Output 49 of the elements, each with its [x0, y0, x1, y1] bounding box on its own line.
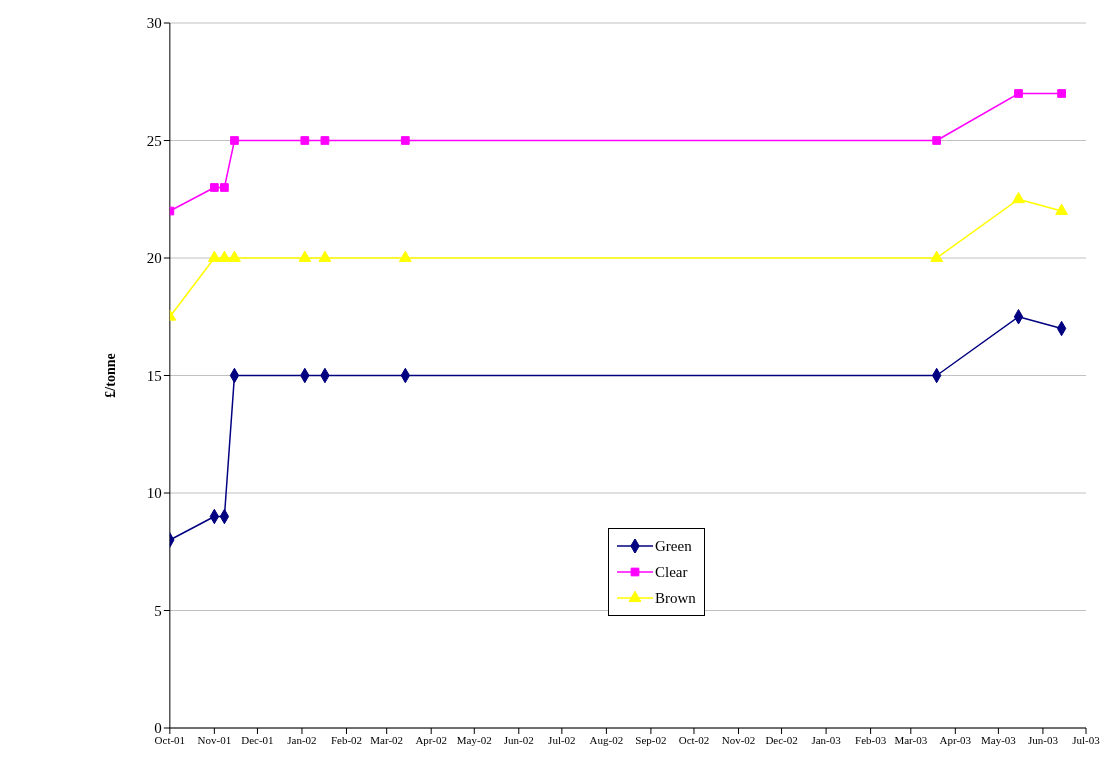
x-tick-label: Nov-01 — [197, 733, 232, 746]
x-tick-label: Jul-02 — [548, 733, 576, 746]
x-tick-label: Feb-02 — [330, 733, 363, 746]
point — [228, 250, 241, 262]
x-tick-label: Jun-02 — [503, 733, 534, 746]
point — [207, 250, 221, 262]
x-tick-label: May-03 — [980, 733, 1017, 746]
point — [318, 250, 332, 262]
point — [218, 250, 231, 262]
x-tick-label: Apr-02 — [415, 733, 447, 746]
y-tick-label: 15 — [146, 367, 162, 384]
x-tick-label: May-02 — [456, 733, 492, 746]
x-tick-label: Jan-03 — [811, 733, 842, 746]
point — [398, 250, 412, 262]
x-tick-label: Dec-01 — [241, 733, 274, 746]
point — [400, 136, 410, 145]
point — [320, 136, 330, 145]
legend-label: Green — [655, 537, 692, 555]
x-tick-label: Feb-03 — [855, 733, 887, 746]
point — [300, 136, 310, 145]
x-tick-label: Dec-02 — [765, 733, 798, 746]
point — [1057, 89, 1066, 98]
x-tick-label: Sep-02 — [635, 733, 667, 746]
y-tick-label: 30 — [146, 15, 162, 32]
x-tick-label: Apr-03 — [939, 733, 972, 746]
legend-label: Clear — [655, 563, 688, 581]
x-tick-label: Mar-03 — [894, 733, 928, 746]
y-axis-title: £/tonne — [102, 353, 118, 398]
point — [1012, 191, 1025, 204]
point — [1055, 203, 1068, 215]
y-tick-label: 10 — [146, 485, 162, 502]
x-tick-label: Aug-02 — [589, 733, 624, 746]
point — [220, 183, 229, 192]
point — [932, 136, 942, 145]
y-tick-label: 20 — [146, 250, 162, 267]
point — [209, 183, 219, 192]
point — [230, 136, 239, 145]
x-tick-label: Jun-03 — [1027, 733, 1059, 746]
x-tick-label: Jan-02 — [287, 733, 317, 746]
point — [298, 250, 312, 262]
y-tick-label: 25 — [146, 132, 162, 149]
point — [1014, 89, 1023, 98]
x-tick-label: Jul-03 — [1072, 733, 1101, 746]
x-tick-label: Mar-02 — [370, 733, 404, 746]
y-tick-label: 5 — [154, 602, 162, 619]
x-tick-label: Oct-02 — [678, 733, 710, 746]
x-tick-label: Nov-02 — [721, 733, 756, 746]
point — [930, 250, 944, 262]
legend-label: Brown — [655, 589, 696, 607]
